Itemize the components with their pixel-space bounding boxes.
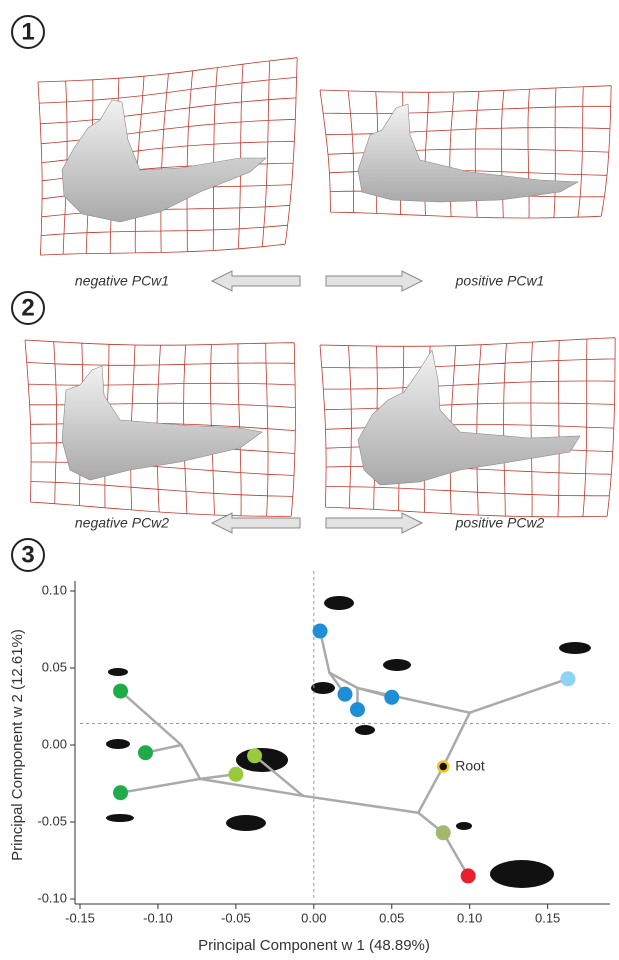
shape-label: negative PCw1 <box>75 273 169 289</box>
point <box>349 702 365 718</box>
x-tick-label: -0.05 <box>221 910 251 925</box>
panel-number-text: 1 <box>21 18 34 45</box>
branch <box>417 765 445 815</box>
branch <box>180 743 202 781</box>
point <box>137 745 153 761</box>
panel-number <box>11 15 45 572</box>
x-tick-label: 0.05 <box>379 910 404 925</box>
branch <box>328 671 359 690</box>
jaw <box>357 103 580 203</box>
point <box>337 686 353 702</box>
branch <box>468 677 570 714</box>
arrows <box>210 270 424 534</box>
jaw <box>61 99 267 223</box>
silhouettes <box>106 596 591 888</box>
branch <box>441 711 471 768</box>
x-tick-label: -0.15 <box>65 910 95 925</box>
branch <box>119 777 202 794</box>
x-tick-label: 0.10 <box>457 910 482 925</box>
x-tick-label: 0.15 <box>535 910 560 925</box>
x-axis-title: Principal Component w 1 (48.89%) <box>198 937 430 954</box>
jaw <box>357 349 581 486</box>
y-axis-title: Principal Component w 2 (12.61%) <box>9 629 26 861</box>
point <box>113 785 129 801</box>
grid <box>319 337 616 518</box>
y-tick-label: -0.05 <box>37 813 67 828</box>
point <box>228 766 244 782</box>
shape-label: negative PCw2 <box>75 515 169 531</box>
x-tick-label: 0.00 <box>301 910 326 925</box>
branch <box>441 831 470 878</box>
point <box>436 760 450 773</box>
point <box>312 623 328 639</box>
y-tick-label: 0.00 <box>42 736 67 751</box>
y-tick-label: 0.10 <box>42 582 67 597</box>
point <box>560 671 576 687</box>
y-tick-label: 0.05 <box>42 659 67 674</box>
branch <box>119 689 183 747</box>
point <box>247 748 263 764</box>
branch <box>198 777 305 798</box>
plot: -0.15 -0.10 -0.05 0.00 0.05 0.10 0.15 0.10 0.05 0… <box>37 571 610 925</box>
shape-label: positive PCw2 <box>455 515 545 531</box>
y-tick-label: -0.10 <box>37 890 67 905</box>
x-tick-label: -0.10 <box>143 910 173 925</box>
point <box>113 683 129 699</box>
point <box>435 825 451 841</box>
branch <box>253 754 305 798</box>
branch <box>301 794 420 815</box>
panel-number-text: 2 <box>21 294 34 321</box>
annotation: Root <box>455 757 485 773</box>
panel-number-text: 3 <box>21 541 34 568</box>
shape-label: positive PCw1 <box>455 273 545 289</box>
point <box>384 689 400 705</box>
jaw <box>61 365 263 481</box>
point <box>460 868 476 884</box>
